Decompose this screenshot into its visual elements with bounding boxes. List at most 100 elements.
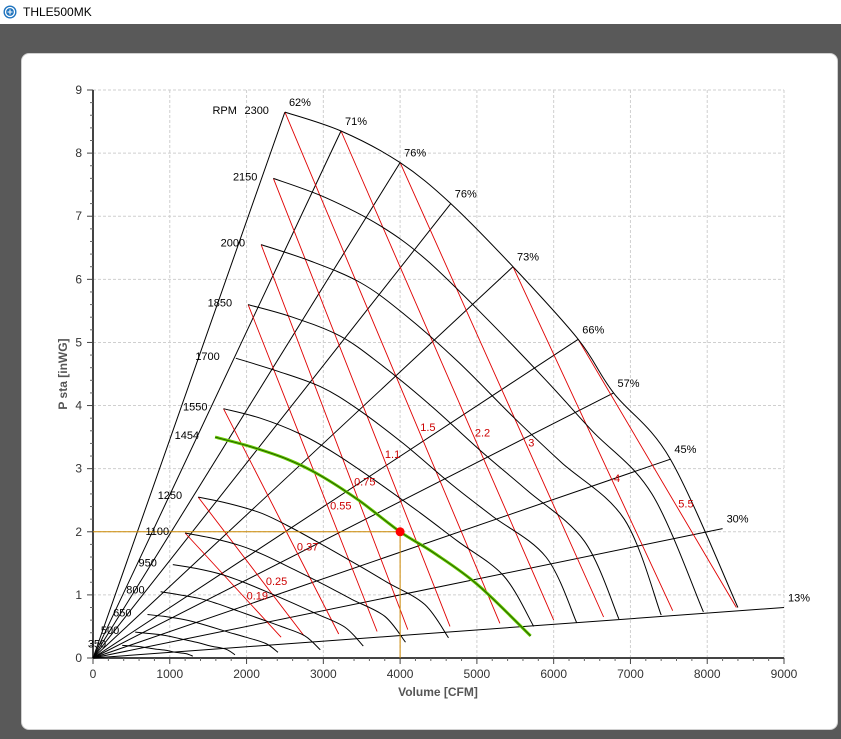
efficiency-label: 13% — [788, 593, 810, 605]
power-line — [197, 496, 305, 637]
efficiency-label: 76% — [404, 148, 426, 160]
power-label: 3 — [528, 437, 534, 449]
efficiency-line — [92, 338, 579, 659]
power-line — [184, 532, 282, 638]
efficiency-line — [92, 162, 401, 659]
y-tick-label: 0 — [75, 651, 82, 665]
rpm-label: 650 — [113, 607, 131, 619]
rpm-curve-core — [214, 436, 531, 637]
x-tick-label: 1000 — [156, 667, 183, 681]
power-line — [223, 408, 340, 635]
rpm-label: 950 — [138, 558, 156, 570]
power-label: 0.25 — [266, 576, 287, 588]
x-tick-label: 4000 — [387, 667, 414, 681]
y-tick-label: 1 — [75, 588, 82, 602]
efficiency-line — [92, 392, 614, 659]
rpm-curve-1100 — [185, 532, 406, 643]
power-label: 0.55 — [330, 500, 351, 512]
y-tick-label: 9 — [75, 83, 82, 97]
y-tick-label: 4 — [75, 399, 82, 413]
power-line — [247, 304, 378, 632]
rpm-curve-2300 — [284, 111, 739, 608]
power-line — [340, 130, 555, 621]
rpm-curve-500 — [135, 631, 236, 656]
power-label: 0.75 — [354, 476, 375, 488]
efficiency-label: 76% — [455, 189, 477, 201]
rpm-label: 1850 — [208, 298, 232, 310]
axes — [92, 90, 784, 659]
power-line — [272, 178, 451, 627]
y-axis-label: P sta [inWG] — [56, 338, 70, 409]
power-label: 0.37 — [297, 541, 318, 553]
rpm-label: 1550 — [183, 402, 207, 414]
rpm-curve-650 — [147, 614, 279, 653]
x-tick-label: 0 — [90, 667, 97, 681]
y-tick-label: 6 — [75, 272, 82, 286]
efficiency-line — [92, 111, 286, 659]
rpm-prefix-label: RPM — [212, 105, 236, 117]
rpm-curve-1454 — [214, 435, 532, 637]
rpm-curve-950 — [172, 564, 364, 647]
grid — [93, 89, 785, 658]
rpm-label: 2000 — [221, 238, 245, 250]
curves — [92, 111, 785, 659]
rpm-curve-350 — [122, 644, 193, 657]
power-label: 4 — [614, 473, 620, 485]
title-bar: THLE500MK — [0, 0, 841, 24]
efficiency-line — [92, 266, 514, 659]
power-label: 1.5 — [420, 422, 435, 434]
efficiency-line — [92, 130, 342, 659]
x-tick-label: 8000 — [694, 667, 721, 681]
app-icon — [3, 5, 17, 19]
efficiency-label: 30% — [727, 514, 749, 526]
rpm-curve-1700 — [235, 357, 578, 623]
rpm-label: 1454 — [175, 430, 199, 442]
rpm-label: 2300 — [244, 105, 268, 117]
efficiency-label: 73% — [517, 252, 539, 264]
ticks: 0 1000 2000 3000 4000 5000 6000 7000 8000 9000012… — [75, 83, 797, 681]
rpm-curve-1250 — [198, 496, 449, 639]
x-tick-label: 7000 — [617, 667, 644, 681]
power-label: 2.2 — [475, 427, 490, 439]
rpm-label: 800 — [126, 585, 144, 597]
y-tick-label: 2 — [75, 525, 82, 539]
rpm-label: 1250 — [158, 490, 182, 502]
y-tick-label: 5 — [75, 335, 82, 349]
efficiency-label: 57% — [618, 378, 640, 390]
power-line — [577, 339, 737, 608]
y-tick-label: 8 — [75, 146, 82, 160]
efficiency-line — [92, 607, 785, 659]
power-label: 0.19 — [247, 591, 268, 603]
rpm-curve-2150 — [273, 177, 704, 613]
x-tick-label: 6000 — [540, 667, 567, 681]
rpm-curve-2000 — [260, 244, 662, 616]
power-label: 5.5 — [678, 499, 693, 511]
power-line — [260, 244, 409, 630]
efficiency-label: 45% — [674, 444, 696, 456]
rpm-label: 2150 — [233, 171, 257, 183]
rpm-curve-1850 — [247, 304, 620, 620]
rpm-label: 1100 — [145, 526, 169, 538]
rpm-label: 1700 — [195, 351, 219, 363]
rpm-label: 350 — [88, 638, 106, 650]
window-title: THLE500MK — [23, 5, 92, 19]
efficiency-label: 71% — [345, 116, 367, 128]
curve-labels: 62% 71% 76% 76% 73% 66% 57% 45% 30% 13% 0.19 0.25 0.… — [88, 97, 810, 650]
rpm-curve-1550 — [223, 408, 535, 627]
power-label: 1.1 — [385, 449, 400, 461]
power-line — [399, 162, 605, 618]
efficiency-label: 66% — [582, 324, 604, 336]
x-tick-label: 3000 — [310, 667, 337, 681]
efficiency-line — [92, 203, 452, 659]
y-tick-label: 3 — [75, 462, 82, 476]
y-tick-label: 7 — [75, 209, 82, 223]
chart-panel — [21, 53, 838, 730]
x-tick-label: 5000 — [464, 667, 491, 681]
rpm-label: 500 — [101, 625, 119, 637]
power-line — [284, 111, 501, 624]
x-tick-label: 2000 — [233, 667, 260, 681]
efficiency-label: 62% — [289, 97, 311, 109]
x-axis-label: Volume [CFM] — [398, 685, 478, 699]
x-tick-label: 9000 — [771, 667, 798, 681]
